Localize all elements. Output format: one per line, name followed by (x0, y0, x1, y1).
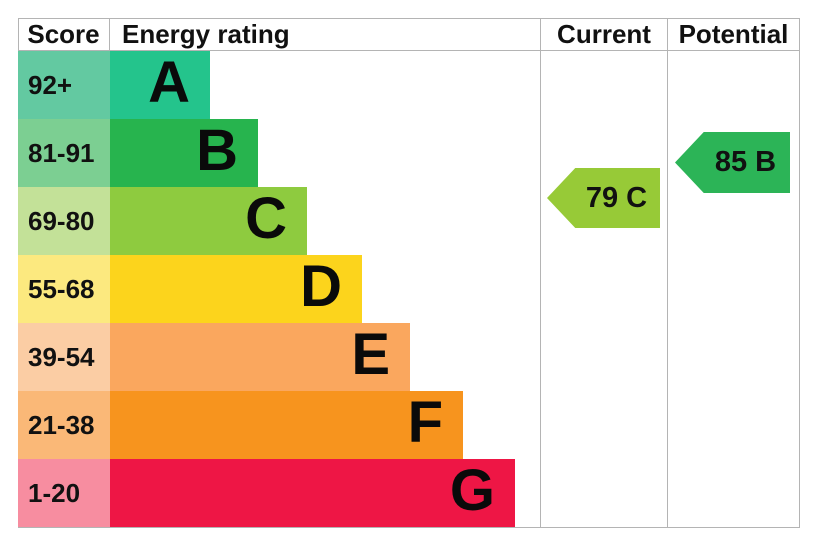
header-left-border (18, 18, 19, 51)
rating-letter-b: B (196, 118, 238, 183)
potential-column-divider (667, 18, 668, 527)
rating-bar-d: D (110, 255, 362, 323)
column-header-potential: Potential (678, 19, 789, 49)
rating-bar-b: B (110, 119, 258, 187)
rating-letter-a: A (148, 50, 190, 115)
score-range-c: 69-80 (18, 187, 110, 255)
table-top-border (18, 18, 800, 19)
rating-row-b: 81-91 B (18, 119, 515, 187)
potential-rating-label: 85 B (714, 146, 777, 178)
rating-letter-g: G (449, 458, 495, 523)
rating-letter-d: D (300, 254, 342, 319)
score-range-e: 39-54 (18, 323, 110, 391)
score-column-divider (109, 18, 110, 51)
column-header-current: Current (557, 19, 651, 49)
score-range-b: 81-91 (18, 119, 110, 187)
rating-bar-e: E (110, 323, 410, 391)
rating-row-f: 21-38 F (18, 391, 515, 459)
rating-row-e: 39-54 E (18, 323, 515, 391)
rating-rows: 92+ A 81-91 B 69-80 C 55-68 D 39-54 E 21… (18, 51, 515, 527)
rating-row-d: 55-68 D (18, 255, 515, 323)
current-rating-label: 79 C (585, 181, 648, 214)
rating-row-c: 69-80 C (18, 187, 515, 255)
header-bottom-border (18, 50, 800, 51)
rating-row-a: 92+ A (18, 51, 515, 119)
score-range-d: 55-68 (18, 255, 110, 323)
table-bottom-border (18, 527, 800, 528)
rating-bar-c: C (110, 187, 307, 255)
score-range-g: 1-20 (18, 459, 110, 527)
score-range-f: 21-38 (18, 391, 110, 459)
table-right-border (799, 18, 800, 527)
potential-rating-arrow: 85 B (675, 132, 790, 193)
current-column-divider (540, 18, 541, 527)
rating-bar-f: F (110, 391, 463, 459)
rating-bar-a: A (110, 51, 210, 119)
rating-row-g: 1-20 G (18, 459, 515, 527)
rating-letter-c: C (245, 186, 287, 251)
column-header-score: Score (27, 19, 100, 49)
column-header-energy-rating: Energy rating (122, 19, 290, 49)
rating-letter-f: F (407, 390, 443, 455)
score-range-a: 92+ (18, 51, 110, 119)
current-rating-arrow: 79 C (547, 168, 660, 228)
rating-bar-g: G (110, 459, 515, 527)
rating-letter-e: E (351, 322, 390, 387)
